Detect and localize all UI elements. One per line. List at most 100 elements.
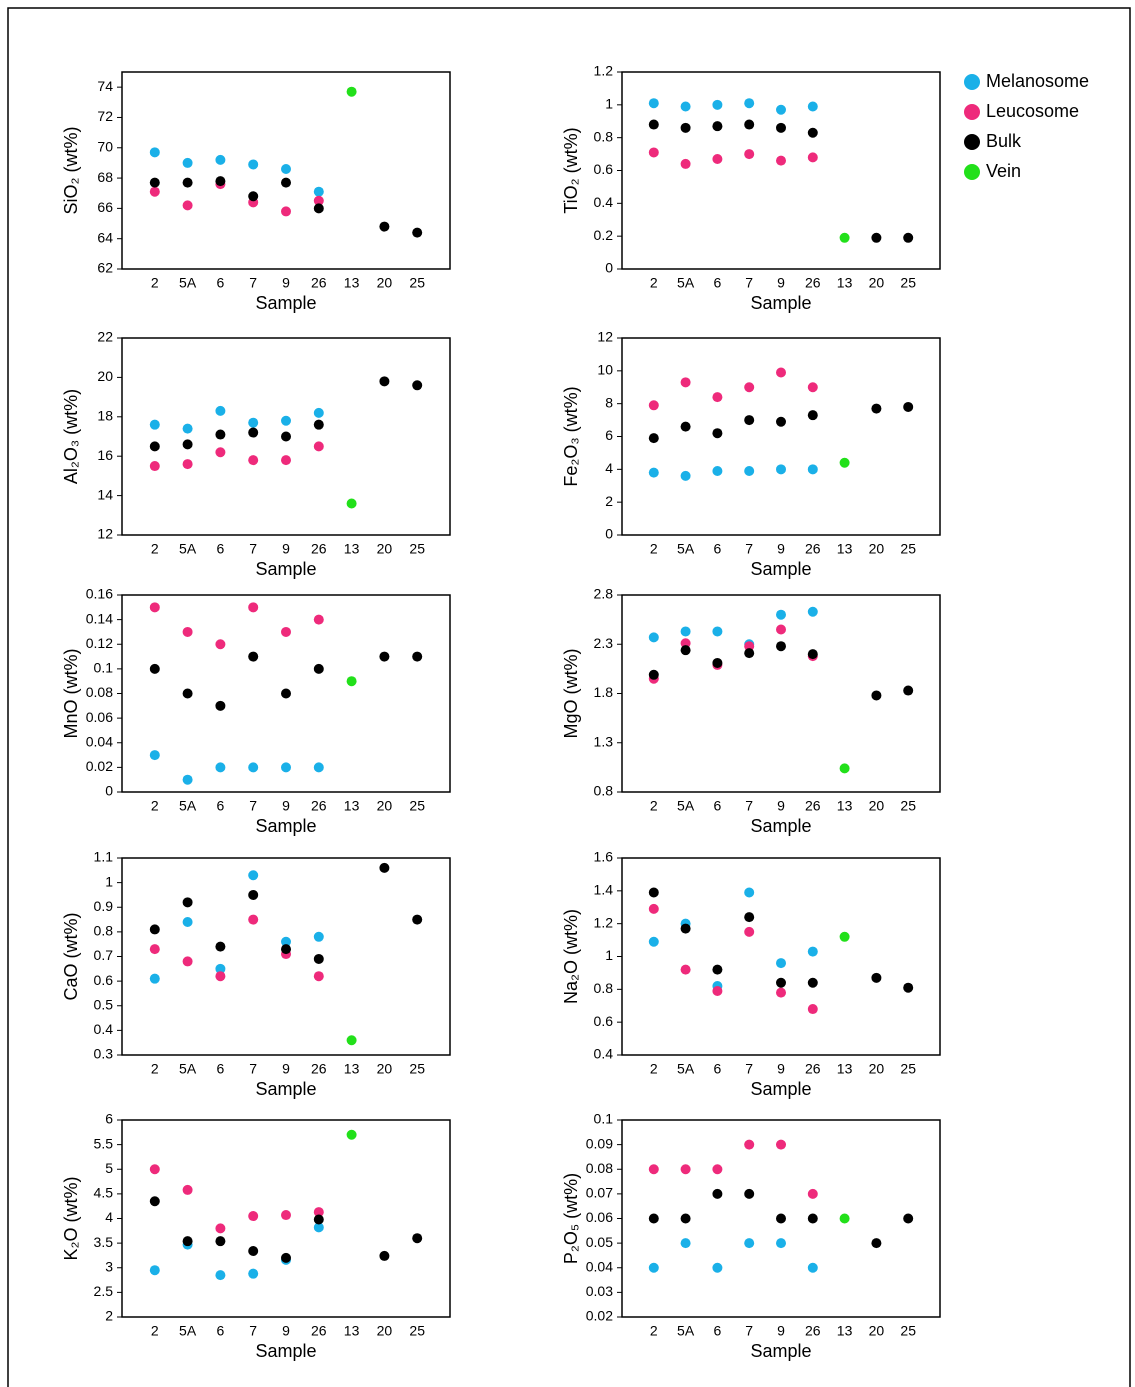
y-tick-label: 14 <box>97 486 113 502</box>
y-tick-label: 2.3 <box>594 635 614 651</box>
y-tick-label: 0.7 <box>94 947 114 963</box>
x-tick-label: 5A <box>179 541 197 557</box>
point <box>347 87 357 97</box>
x-tick-label: 7 <box>745 1061 753 1077</box>
point <box>183 689 193 699</box>
point <box>347 498 357 508</box>
x-tick-label: 20 <box>869 275 885 291</box>
y-tick-label: 72 <box>97 108 113 124</box>
point <box>281 164 291 174</box>
x-tick-label: 20 <box>869 541 885 557</box>
point <box>808 1189 818 1199</box>
point <box>412 652 422 662</box>
x-tick-label: 26 <box>311 275 327 291</box>
point <box>248 428 258 438</box>
point <box>215 762 225 772</box>
x-tick-label: 9 <box>282 1323 290 1339</box>
y-tick-label: 8 <box>605 394 613 410</box>
point <box>776 988 786 998</box>
y-tick-label: 6 <box>605 427 613 443</box>
point <box>808 978 818 988</box>
point <box>681 471 691 481</box>
point <box>150 147 160 157</box>
point <box>379 1251 389 1261</box>
point <box>183 956 193 966</box>
point <box>248 1246 258 1256</box>
x-tick-label: 20 <box>869 1061 885 1077</box>
y-tick-label: 3.5 <box>94 1234 114 1250</box>
x-tick-label: 13 <box>837 798 853 814</box>
x-tick-label: 13 <box>837 541 853 557</box>
y-tick-label: 0.4 <box>594 1046 614 1062</box>
point <box>808 947 818 957</box>
y-tick-label: 1.1 <box>94 849 114 865</box>
x-tick-label: 26 <box>805 1323 821 1339</box>
point <box>776 1214 786 1224</box>
point <box>150 664 160 674</box>
point <box>744 415 754 425</box>
y-tick-label: 2.5 <box>94 1283 114 1299</box>
y-tick-label: 0.5 <box>94 996 114 1012</box>
y-tick-label: 0.4 <box>594 194 614 210</box>
x-tick-label: 7 <box>249 798 257 814</box>
point <box>871 404 881 414</box>
y-tick-label: 64 <box>97 229 113 245</box>
point <box>712 466 722 476</box>
y-tick-label: 74 <box>97 78 113 94</box>
point <box>281 432 291 442</box>
x-tick-label: 7 <box>745 798 753 814</box>
point <box>412 1233 422 1243</box>
point <box>248 762 258 772</box>
point <box>808 1004 818 1014</box>
point <box>150 178 160 188</box>
y-axis-label: Al₂O₃ (wt%) <box>61 389 81 484</box>
x-tick-label: 6 <box>714 1061 722 1077</box>
point <box>776 624 786 634</box>
point <box>150 187 160 197</box>
y-tick-label: 0.08 <box>586 1160 613 1176</box>
y-tick-label: 20 <box>97 368 113 384</box>
point <box>776 610 786 620</box>
point <box>744 466 754 476</box>
point <box>712 626 722 636</box>
point <box>649 904 659 914</box>
legend-label: Bulk <box>986 131 1022 151</box>
y-tick-label: 3 <box>105 1258 113 1274</box>
point <box>808 128 818 138</box>
y-tick-label: 0 <box>605 260 613 276</box>
x-tick-label: 6 <box>217 541 225 557</box>
point <box>215 447 225 457</box>
point <box>248 652 258 662</box>
point <box>808 649 818 659</box>
y-tick-label: 0.04 <box>86 733 113 749</box>
point <box>150 461 160 471</box>
point <box>712 1164 722 1174</box>
x-tick-label: 13 <box>344 798 360 814</box>
point <box>314 1214 324 1224</box>
y-tick-label: 0.03 <box>586 1283 613 1299</box>
point <box>712 1189 722 1199</box>
x-tick-label: 6 <box>714 798 722 814</box>
x-tick-label: 5A <box>179 1061 197 1077</box>
y-axis-label: MgO (wt%) <box>561 649 581 739</box>
point <box>744 1140 754 1150</box>
point <box>712 986 722 996</box>
point <box>712 154 722 164</box>
x-tick-label: 5A <box>179 798 197 814</box>
y-tick-label: 12 <box>97 526 113 542</box>
legend-swatch <box>964 74 980 90</box>
point <box>281 1253 291 1263</box>
point <box>681 924 691 934</box>
legend-swatch <box>964 134 980 150</box>
point <box>871 973 881 983</box>
x-tick-label: 26 <box>805 1061 821 1077</box>
y-tick-label: 0.8 <box>594 783 614 799</box>
point <box>776 1140 786 1150</box>
x-tick-label: 6 <box>714 541 722 557</box>
y-tick-label: 1.2 <box>594 914 614 930</box>
point <box>248 890 258 900</box>
y-tick-label: 0.14 <box>86 610 113 626</box>
x-tick-label: 25 <box>409 275 425 291</box>
legend-label: Leucosome <box>986 101 1079 121</box>
point <box>649 468 659 478</box>
